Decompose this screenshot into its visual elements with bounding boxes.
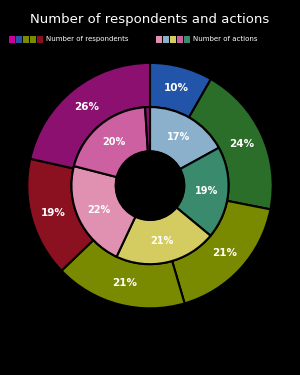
Text: 19%: 19% <box>40 208 65 218</box>
Text: Number of respondents: Number of respondents <box>46 36 128 42</box>
Text: 24%: 24% <box>229 139 254 149</box>
Wedge shape <box>172 201 270 303</box>
Wedge shape <box>61 240 184 308</box>
Circle shape <box>116 151 184 220</box>
Text: Number of actions: Number of actions <box>193 36 257 42</box>
Wedge shape <box>150 63 211 117</box>
Text: 19%: 19% <box>195 186 218 196</box>
Wedge shape <box>74 107 148 177</box>
Wedge shape <box>176 148 229 236</box>
Wedge shape <box>30 63 150 168</box>
Wedge shape <box>27 159 93 271</box>
Text: 22%: 22% <box>87 205 110 214</box>
Wedge shape <box>71 166 135 257</box>
Text: 20%: 20% <box>102 137 126 147</box>
Wedge shape <box>145 107 150 152</box>
Wedge shape <box>150 107 219 169</box>
Text: 21%: 21% <box>151 236 174 246</box>
Text: 21%: 21% <box>212 249 237 258</box>
Wedge shape <box>117 207 211 264</box>
Text: Number of respondents and actions: Number of respondents and actions <box>30 13 270 26</box>
Text: 26%: 26% <box>75 102 100 112</box>
Text: 17%: 17% <box>167 132 190 142</box>
Wedge shape <box>189 79 273 209</box>
Text: 10%: 10% <box>163 83 188 93</box>
Text: 21%: 21% <box>112 278 137 288</box>
